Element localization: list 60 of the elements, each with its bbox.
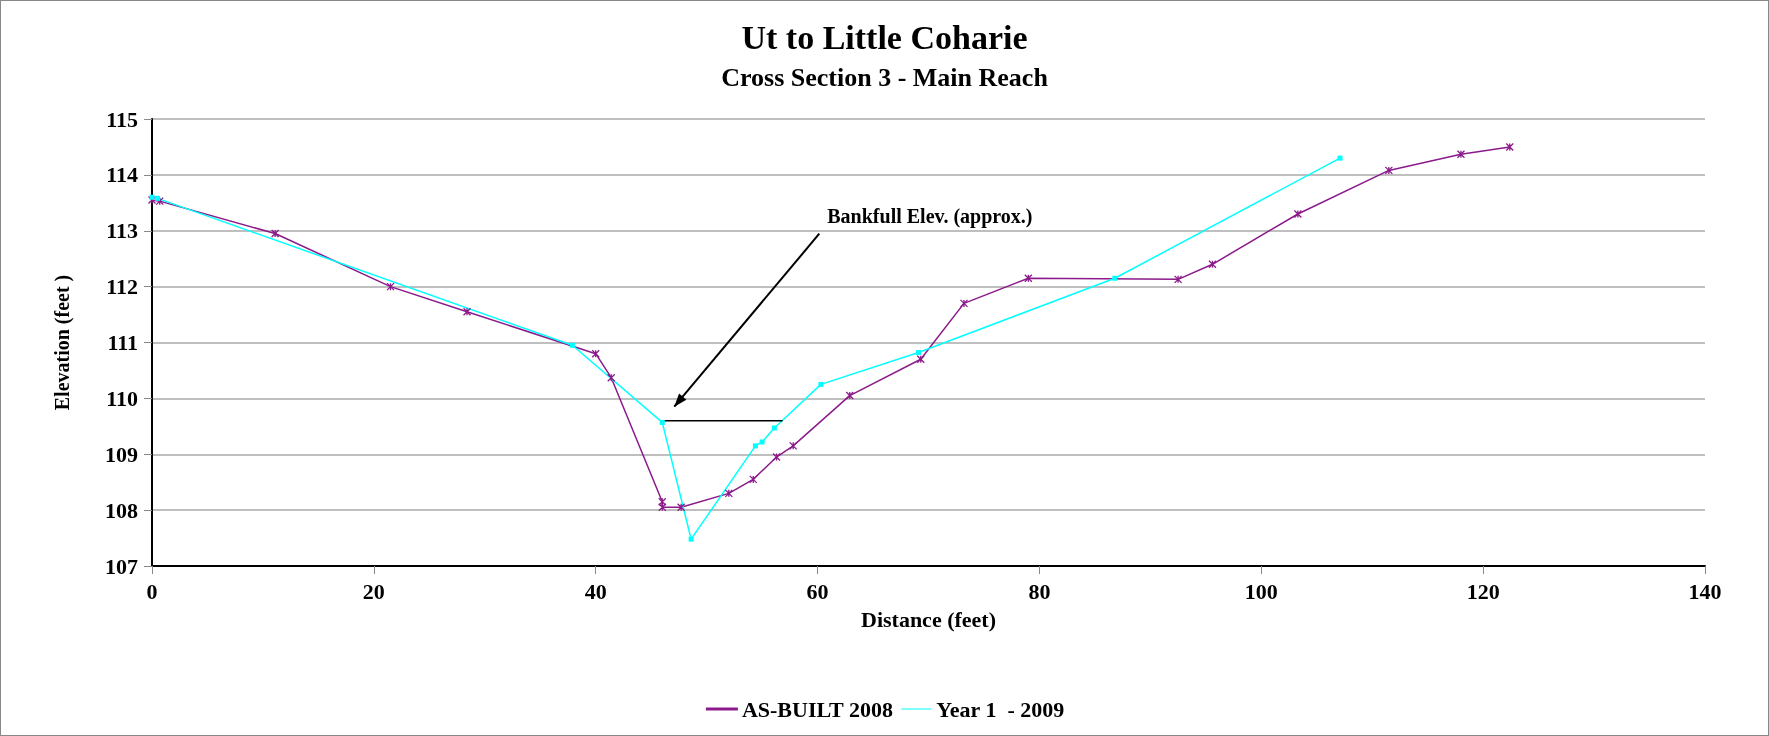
x-tick-label: 80 xyxy=(1028,578,1051,604)
legend-label: AS-BUILT 2008 xyxy=(741,696,893,722)
y-tick-label: 109 xyxy=(105,441,138,467)
point xyxy=(1337,155,1343,161)
point xyxy=(916,350,922,356)
point xyxy=(724,489,733,498)
y-tick-label: 110 xyxy=(106,385,138,411)
point xyxy=(1208,260,1217,269)
point xyxy=(676,503,686,512)
x-tick-label: 100 xyxy=(1244,578,1278,604)
point xyxy=(147,195,157,205)
y-tick-label: 111 xyxy=(107,330,138,355)
point xyxy=(916,355,925,364)
point xyxy=(1384,166,1393,175)
point xyxy=(569,342,575,348)
point xyxy=(845,391,854,400)
x-tick-label: 0 xyxy=(146,578,158,604)
x-axis-title: Distance (feet) xyxy=(861,606,996,632)
x-tick-label: 140 xyxy=(1688,578,1722,604)
point xyxy=(1456,150,1466,159)
point xyxy=(959,299,969,308)
legend-label: Year 1 - 2009 xyxy=(936,696,1065,722)
point xyxy=(688,536,694,542)
point xyxy=(771,425,777,431)
point xyxy=(1112,275,1118,281)
point xyxy=(749,475,758,484)
chart-title: Ut to Little Coharie xyxy=(741,18,1028,56)
point xyxy=(270,229,280,238)
point xyxy=(462,307,472,316)
point xyxy=(659,419,665,425)
y-tick-label: 113 xyxy=(106,218,138,244)
x-tick-label: 120 xyxy=(1466,578,1500,604)
y-tick-label: 115 xyxy=(106,106,138,132)
point xyxy=(818,381,824,387)
point xyxy=(759,439,765,445)
y-tick-label: 114 xyxy=(106,162,138,188)
y-axis-title: Elevation (feet ) xyxy=(51,274,74,411)
point xyxy=(772,452,781,462)
y-tick-label: 112 xyxy=(106,274,138,300)
point xyxy=(1173,275,1183,284)
point xyxy=(155,195,161,201)
x-tick-label: 60 xyxy=(806,578,829,604)
point xyxy=(155,196,164,206)
point xyxy=(386,282,395,291)
point xyxy=(1024,274,1033,283)
point xyxy=(591,349,600,358)
y-tick-label: 108 xyxy=(105,497,138,523)
point xyxy=(658,503,667,512)
annotation: Bankfull Elev. (approx.) xyxy=(827,204,1033,228)
point xyxy=(1505,142,1514,152)
point xyxy=(149,194,155,200)
point xyxy=(1293,209,1303,219)
chart-subtitle: Cross Section 3 - Main Reach xyxy=(721,62,1049,92)
point xyxy=(607,373,616,382)
point xyxy=(789,441,798,451)
x-tick-label: 20 xyxy=(362,578,385,604)
y-tick-label: 107 xyxy=(105,553,138,579)
point xyxy=(752,443,758,449)
point xyxy=(658,497,667,506)
x-tick-label: 40 xyxy=(584,578,607,604)
